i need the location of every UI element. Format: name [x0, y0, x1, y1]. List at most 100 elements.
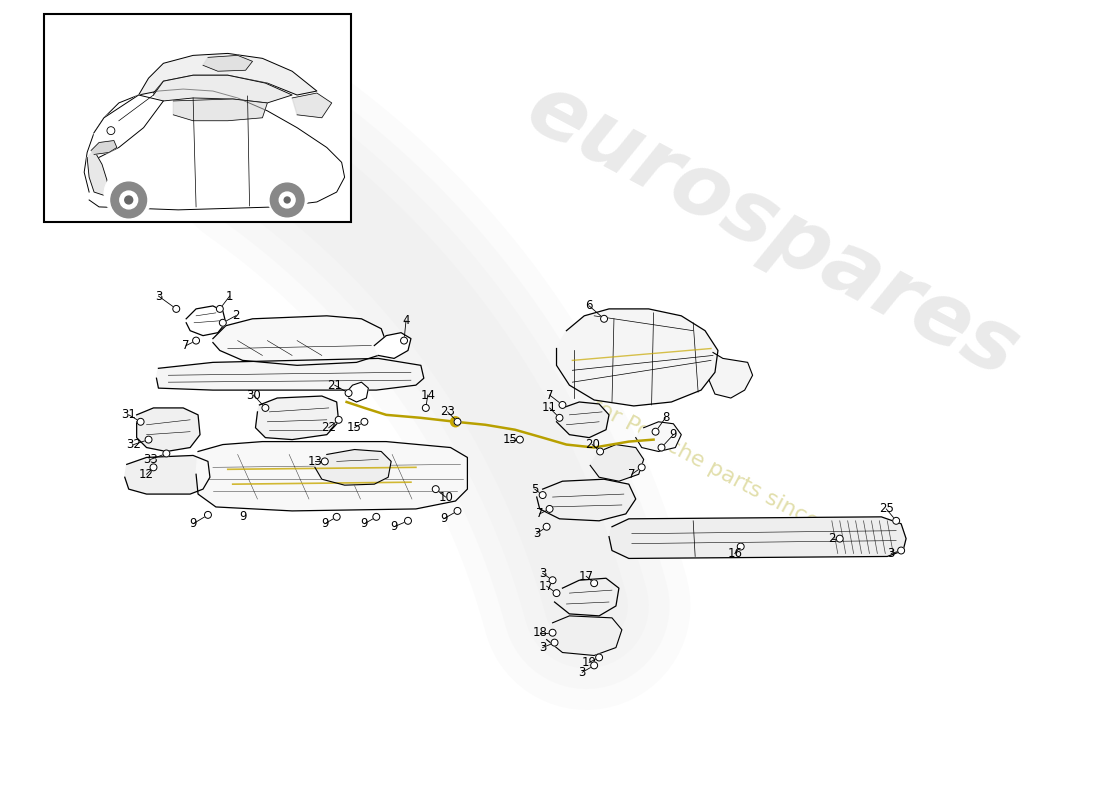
Circle shape: [400, 337, 407, 344]
Polygon shape: [85, 89, 344, 210]
Text: 20: 20: [585, 438, 600, 451]
Polygon shape: [557, 309, 718, 406]
Text: 17: 17: [579, 570, 594, 582]
Text: 7: 7: [183, 339, 190, 352]
Polygon shape: [293, 93, 332, 118]
Text: 17: 17: [539, 580, 554, 593]
Circle shape: [336, 416, 342, 423]
Circle shape: [333, 514, 340, 520]
Circle shape: [601, 315, 607, 322]
Polygon shape: [213, 316, 386, 366]
Polygon shape: [374, 333, 411, 358]
Text: eurospares: eurospares: [513, 67, 1032, 396]
Polygon shape: [710, 353, 752, 398]
Text: 8: 8: [662, 411, 669, 424]
Text: 9: 9: [361, 518, 368, 530]
Circle shape: [124, 196, 133, 204]
Polygon shape: [557, 402, 609, 438]
Text: 11: 11: [542, 402, 557, 414]
Polygon shape: [91, 141, 117, 154]
Text: 31: 31: [121, 408, 136, 422]
Bar: [44, 14, 351, 222]
Text: 5: 5: [531, 482, 538, 496]
Circle shape: [658, 444, 666, 451]
Text: for Porsche parts since 1985: for Porsche parts since 1985: [587, 396, 878, 562]
Text: 2: 2: [828, 532, 836, 545]
Polygon shape: [95, 95, 164, 158]
Text: 9: 9: [670, 428, 678, 441]
Text: 9: 9: [390, 520, 398, 534]
Circle shape: [737, 543, 745, 550]
Polygon shape: [154, 75, 293, 103]
Polygon shape: [547, 616, 622, 655]
Text: 3: 3: [539, 641, 547, 654]
Circle shape: [553, 590, 560, 597]
Circle shape: [120, 191, 138, 209]
Polygon shape: [186, 306, 225, 336]
Circle shape: [262, 405, 268, 411]
Polygon shape: [87, 150, 109, 197]
Text: 3: 3: [534, 527, 540, 540]
Polygon shape: [124, 455, 210, 494]
Text: 9: 9: [239, 510, 246, 523]
Circle shape: [432, 486, 439, 493]
Text: 3: 3: [155, 290, 162, 302]
Circle shape: [284, 197, 290, 203]
Circle shape: [321, 458, 328, 465]
Circle shape: [219, 319, 227, 326]
Circle shape: [150, 464, 157, 471]
Polygon shape: [156, 358, 424, 390]
Polygon shape: [609, 517, 906, 558]
Circle shape: [163, 450, 169, 457]
Text: 32: 32: [126, 438, 141, 451]
Circle shape: [361, 418, 367, 426]
Text: 14: 14: [420, 389, 436, 402]
Circle shape: [217, 306, 223, 312]
Text: 21: 21: [327, 378, 342, 392]
Polygon shape: [315, 450, 392, 485]
Text: 3: 3: [579, 666, 586, 679]
Text: 15: 15: [348, 422, 362, 434]
Circle shape: [373, 514, 380, 520]
Circle shape: [271, 183, 304, 217]
Circle shape: [192, 337, 199, 344]
Circle shape: [549, 577, 556, 584]
Circle shape: [279, 192, 295, 208]
Text: 7: 7: [546, 389, 553, 402]
Text: 7: 7: [536, 507, 543, 520]
Text: 1: 1: [226, 290, 233, 302]
Text: 18: 18: [532, 626, 547, 639]
Circle shape: [591, 580, 597, 586]
Text: 33: 33: [143, 453, 158, 466]
Polygon shape: [174, 99, 267, 121]
Polygon shape: [255, 396, 339, 440]
Text: 3: 3: [888, 547, 895, 560]
Polygon shape: [554, 578, 619, 616]
Circle shape: [559, 402, 565, 409]
Circle shape: [836, 535, 844, 542]
Circle shape: [205, 511, 211, 518]
Circle shape: [539, 491, 546, 498]
Polygon shape: [139, 54, 317, 95]
Text: 25: 25: [879, 502, 893, 515]
Circle shape: [591, 662, 597, 669]
Text: 13: 13: [308, 455, 322, 468]
Text: 9: 9: [189, 518, 197, 530]
Text: 4: 4: [403, 314, 410, 327]
Circle shape: [595, 654, 603, 661]
Circle shape: [551, 639, 558, 646]
Polygon shape: [346, 382, 368, 402]
Circle shape: [145, 436, 152, 443]
Text: 15: 15: [503, 433, 517, 446]
Circle shape: [173, 306, 179, 312]
Polygon shape: [204, 55, 253, 71]
Circle shape: [516, 436, 524, 443]
Text: 2: 2: [232, 310, 240, 322]
Text: 3: 3: [539, 566, 547, 580]
Circle shape: [556, 414, 563, 422]
Circle shape: [345, 390, 352, 397]
Circle shape: [893, 518, 900, 524]
Circle shape: [405, 518, 411, 524]
Text: 9: 9: [440, 512, 448, 526]
Polygon shape: [591, 445, 644, 482]
